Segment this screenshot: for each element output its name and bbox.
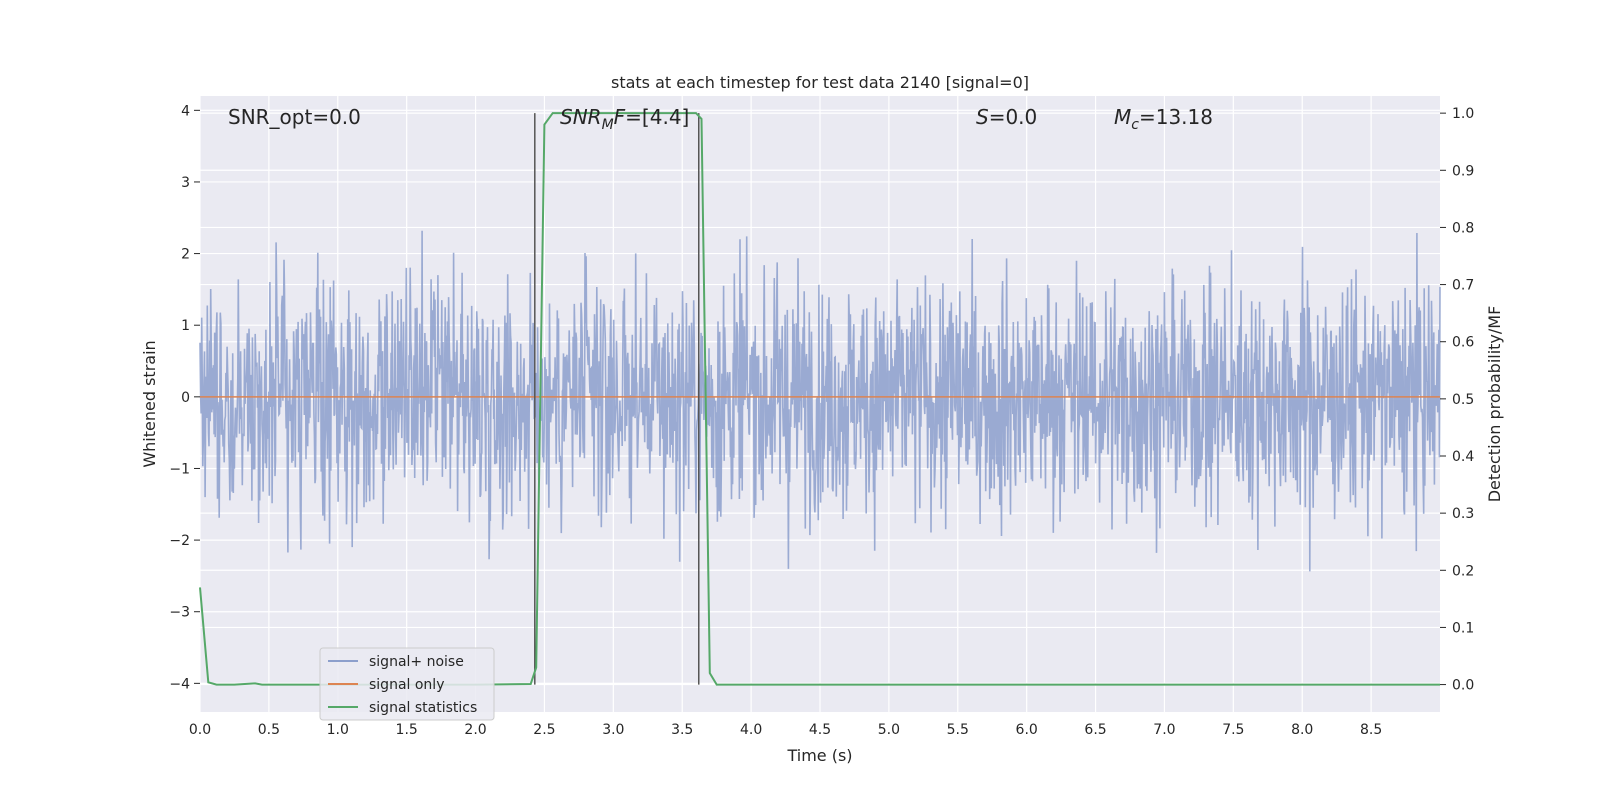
signal-statistics-series xyxy=(199,112,1440,686)
legend-label-signal-only: signal only xyxy=(369,677,444,693)
x-tick-label-2: 1.0 xyxy=(327,722,349,738)
x-tick-label-9: 4.5 xyxy=(809,722,831,738)
snr-opt-annotation: SNR_opt=0.0 xyxy=(228,105,361,129)
snr-mf-symbol-rest: F xyxy=(614,105,626,129)
x-tick-label-0: 0.0 xyxy=(189,722,211,738)
y-right-tick-label-10: 1.0 xyxy=(1452,106,1474,122)
y-left-tick-label-7: 3 xyxy=(181,175,190,191)
snr-mf-subscript: M xyxy=(602,117,614,133)
x-tick-label-15: 7.5 xyxy=(1222,722,1244,738)
x-tick-label-3: 1.5 xyxy=(396,722,418,738)
y-axis-label-right: Detection probability/MF xyxy=(1485,306,1504,503)
x-tick-label-7: 3.5 xyxy=(671,722,693,738)
x-tick-label-10: 5.0 xyxy=(878,722,900,738)
y-right-tick-label-6: 0.6 xyxy=(1452,335,1474,351)
y-right-tick-label-4: 0.4 xyxy=(1452,449,1474,465)
x-tick-label-4: 2.0 xyxy=(464,722,486,738)
y-left-tick-label-4: 0 xyxy=(181,390,190,406)
y-left-tick-label-8: 4 xyxy=(181,103,190,119)
legend-label-statistics: signal statistics xyxy=(369,700,477,716)
tick-labels: 0.0 0.5 1.0 1.5 2.0 2.5 3.0 3.5 4.0 4.5 5.0 5.5 6.0 6… xyxy=(169,103,1474,738)
s-symbol: S xyxy=(976,105,989,129)
x-tick-label-13: 6.5 xyxy=(1084,722,1106,738)
snr-mf-symbol: SNR xyxy=(560,105,602,129)
y-left-tick-label-2: −2 xyxy=(169,533,190,549)
x-tick-label-12: 6.0 xyxy=(1016,722,1038,738)
y-right-tick-label-0: 0.0 xyxy=(1452,678,1474,694)
x-tick-label-11: 5.5 xyxy=(947,722,969,738)
mc-subscript: c xyxy=(1131,117,1139,133)
y-right-tick-label-3: 0.3 xyxy=(1452,506,1474,522)
legend-box xyxy=(319,647,495,721)
x-tick-label-17: 8.5 xyxy=(1360,722,1382,738)
noise-line xyxy=(199,230,1441,572)
statistics-line xyxy=(199,112,1440,686)
y-right-tick-label-7: 0.7 xyxy=(1452,278,1474,294)
mc-symbol: M xyxy=(1114,105,1131,129)
chart-title: stats at each timestep for test data 214… xyxy=(611,73,1029,92)
y-right-tick-label-9: 0.9 xyxy=(1452,163,1474,179)
y-axis-label-left: Whitened strain xyxy=(140,340,159,467)
x-axis-label: Time (s) xyxy=(786,746,852,765)
x-tick-label-5: 2.5 xyxy=(533,722,555,738)
y-right-tick-label-1: 0.1 xyxy=(1452,620,1474,636)
mc-annotation: Mc=13.18 xyxy=(1114,105,1213,133)
y-left-tick-label-5: 1 xyxy=(181,318,190,334)
mc-value: =13.18 xyxy=(1139,105,1213,129)
x-tick-label-14: 7.0 xyxy=(1153,722,1175,738)
legend-label-noise: signal+ noise xyxy=(369,654,464,670)
x-tick-label-1: 0.5 xyxy=(258,722,280,738)
x-tick-label-6: 3.0 xyxy=(602,722,624,738)
y-left-tick-label-3: −1 xyxy=(169,461,190,477)
snr-mf-value: =[4.4] xyxy=(625,105,689,129)
y-left-tick-label-6: 2 xyxy=(181,247,190,263)
snr-mf-annotation: SNRMF=[4.4] xyxy=(560,105,689,133)
y-right-tick-label-5: 0.5 xyxy=(1452,392,1474,408)
y-right-tick-label-8: 0.8 xyxy=(1452,220,1474,236)
y-left-tick-label-1: −3 xyxy=(169,605,190,621)
s-annotation: S=0.0 xyxy=(976,105,1037,129)
signal-plus-noise-series xyxy=(199,230,1441,572)
x-tick-label-8: 4.0 xyxy=(740,722,762,738)
legend: signal+ noise signal only signal statist… xyxy=(319,647,495,721)
x-tick-label-16: 8.0 xyxy=(1291,722,1313,738)
s-value: =0.0 xyxy=(989,105,1038,129)
y-right-tick-label-2: 0.2 xyxy=(1452,563,1474,579)
vertical-markers xyxy=(534,113,700,685)
y-left-tick-label-0: −4 xyxy=(169,676,190,692)
